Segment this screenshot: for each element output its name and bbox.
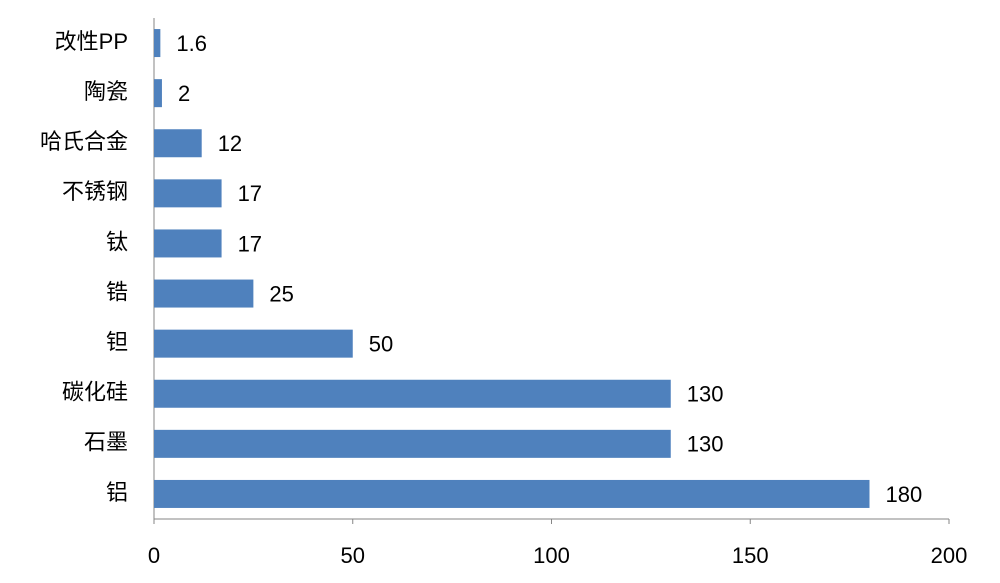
value-label: 50 [369,331,393,356]
bar [154,329,353,358]
x-tick-label: 0 [148,543,160,568]
bar [154,479,870,508]
bar [154,379,671,408]
x-tick-label: 50 [341,543,365,568]
x-tick-label: 200 [931,543,968,568]
value-label: 180 [886,482,923,507]
value-label: 130 [687,432,724,457]
y-tick-label: 钛 [106,229,128,254]
value-label: 1.6 [176,31,207,56]
value-label: 12 [218,131,242,156]
bar [154,429,671,458]
y-tick-label: 碳化硅 [62,380,128,405]
value-label: 130 [687,382,724,407]
value-label: 25 [269,281,293,306]
bar [154,279,254,308]
y-tick-label: 石墨 [84,430,128,455]
bar [154,79,162,108]
x-tick-label: 100 [533,543,570,568]
y-tick-label: 不锈钢 [62,179,128,204]
y-tick-label: 锆 [106,279,128,304]
value-label: 17 [238,181,262,206]
y-tick-label: 陶瓷 [84,79,128,104]
y-tick-label: 钽 [106,329,128,354]
bar [154,129,202,158]
value-label: 2 [178,81,190,106]
bar [154,229,222,258]
value-label: 17 [238,231,262,256]
bar [154,179,222,208]
y-tick-label: 哈氏合金 [40,129,128,154]
y-tick-label: 改性PP [55,29,128,54]
bar [154,29,161,58]
y-tick-label: 铝 [106,480,128,505]
x-tick-label: 150 [732,543,769,568]
